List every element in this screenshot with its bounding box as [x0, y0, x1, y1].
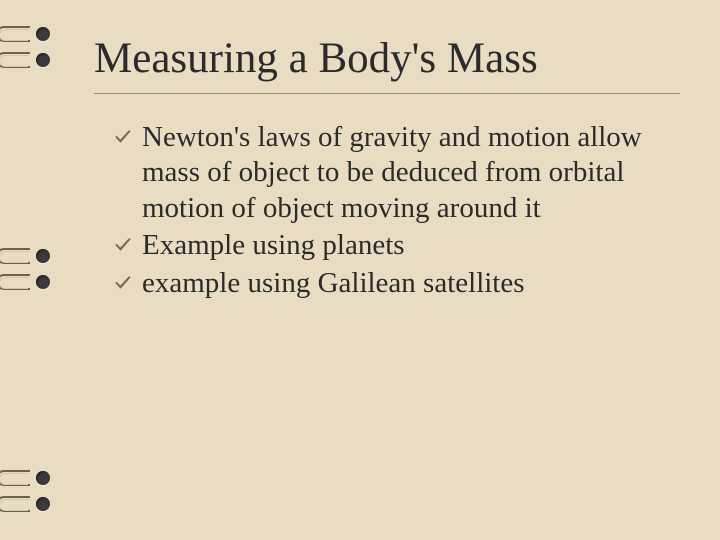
slide: Measuring a Body's Mass Newton's laws of…	[0, 0, 720, 540]
ring-pair	[8, 468, 54, 516]
bullet-text: Newton's laws of gravity and motion allo…	[142, 121, 642, 224]
checkmark-icon	[112, 272, 134, 294]
ring	[8, 50, 54, 70]
bullet-item: Newton's laws of gravity and motion allo…	[112, 120, 680, 226]
ring-pair	[8, 246, 54, 294]
slide-content: Measuring a Body's Mass Newton's laws of…	[60, 0, 720, 540]
hole-icon	[36, 275, 50, 289]
checkmark-icon	[112, 126, 134, 148]
hole-icon	[36, 471, 50, 485]
bullet-item: example using Galilean satellites	[112, 266, 680, 301]
bullet-list: Newton's laws of gravity and motion allo…	[94, 120, 680, 301]
ring	[8, 272, 54, 292]
hole-icon	[36, 497, 50, 511]
slide-title: Measuring a Body's Mass	[94, 34, 680, 94]
spiral-binding	[0, 0, 60, 540]
bullet-text: Example using planets	[142, 229, 405, 261]
ring	[8, 246, 54, 266]
checkmark-icon	[112, 234, 134, 256]
hole-icon	[36, 27, 50, 41]
ring	[8, 494, 54, 514]
ring	[8, 468, 54, 488]
ring	[8, 24, 54, 44]
bullet-text: example using Galilean satellites	[142, 267, 525, 299]
hole-icon	[36, 53, 50, 67]
hole-icon	[36, 249, 50, 263]
ring-pair	[8, 24, 54, 72]
bullet-item: Example using planets	[112, 228, 680, 263]
